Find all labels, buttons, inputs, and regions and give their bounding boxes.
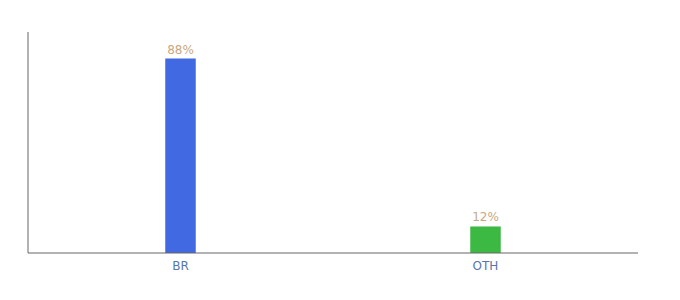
svg-text:88%: 88%	[167, 43, 194, 57]
svg-text:OTH: OTH	[473, 259, 499, 273]
svg-text:12%: 12%	[472, 210, 499, 224]
svg-text:BR: BR	[172, 259, 189, 273]
